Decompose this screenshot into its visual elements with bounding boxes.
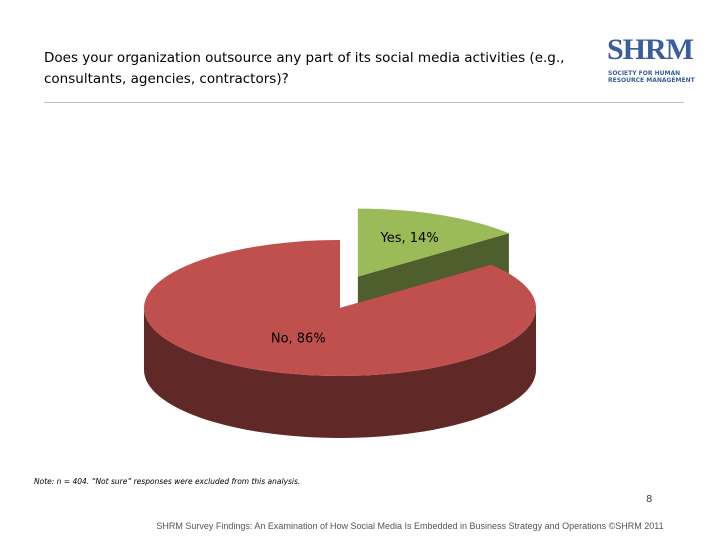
slice-side	[144, 308, 536, 438]
title-rule	[44, 102, 684, 103]
page-number: 8	[646, 494, 653, 505]
pie-slice	[143, 240, 536, 377]
chart-title: Does your organization outsource any par…	[44, 50, 565, 87]
logo-name: SHRM	[607, 33, 694, 66]
data-label: No, 86%	[271, 331, 326, 346]
footer: SHRM Survey Findings: An Examination of …	[156, 521, 664, 531]
pie-slice	[357, 208, 509, 277]
note: Note: n = 404. “Not sure” responses were…	[34, 477, 301, 486]
data-label: Yes, 14%	[380, 231, 439, 246]
logo-tagline: SOCIETY FOR HUMAN	[608, 70, 681, 77]
logo-tagline: RESOURCE MANAGEMENT	[608, 77, 695, 84]
